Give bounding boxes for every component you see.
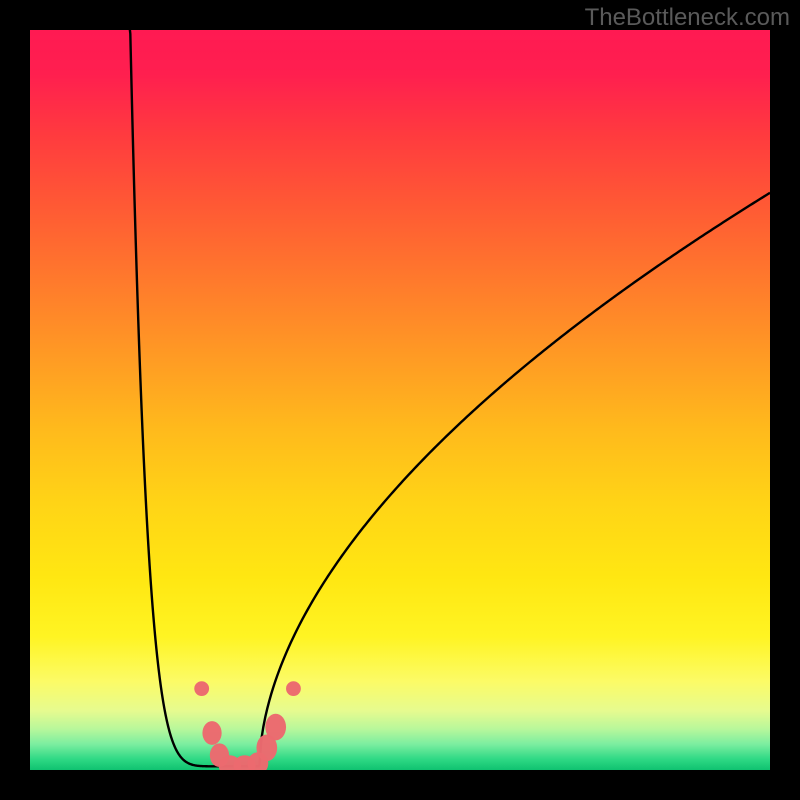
marker-0 [194, 681, 209, 696]
marker-7 [265, 714, 286, 741]
left-curve [128, 30, 222, 766]
marker-8 [286, 681, 301, 696]
right-curve [259, 193, 770, 767]
plot-area [30, 30, 770, 770]
marker-1 [202, 721, 221, 745]
watermark-text: TheBottleneck.com [585, 4, 790, 32]
curve-layer [30, 30, 770, 770]
chart-stage: TheBottleneck.com [0, 0, 800, 800]
